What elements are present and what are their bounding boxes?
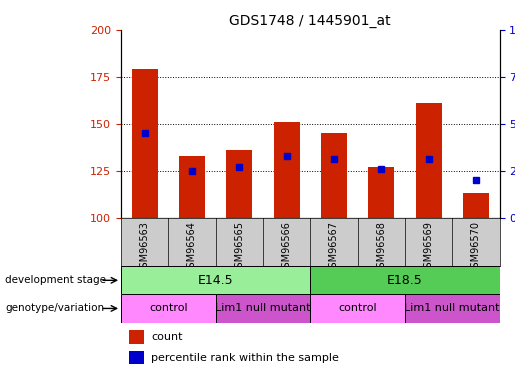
- Bar: [273, 122, 300, 218]
- Bar: [226, 150, 252, 217]
- Text: GSM96565: GSM96565: [234, 221, 244, 274]
- Bar: [179, 156, 205, 218]
- Text: GSM96563: GSM96563: [140, 221, 150, 274]
- Text: control: control: [338, 303, 377, 313]
- Title: GDS1748 / 1445901_at: GDS1748 / 1445901_at: [230, 13, 391, 28]
- Bar: [216, 294, 310, 322]
- Text: E14.5: E14.5: [198, 274, 233, 287]
- Bar: [405, 294, 500, 322]
- Bar: [121, 294, 216, 322]
- Text: development stage: development stage: [5, 275, 106, 285]
- Text: GSM96567: GSM96567: [329, 221, 339, 274]
- Text: percentile rank within the sample: percentile rank within the sample: [151, 352, 339, 363]
- Bar: [310, 294, 405, 322]
- Text: GSM96569: GSM96569: [423, 221, 434, 274]
- Text: GSM96566: GSM96566: [282, 221, 291, 274]
- Text: Lim1 null mutant: Lim1 null mutant: [404, 303, 500, 313]
- Text: count: count: [151, 332, 183, 342]
- Bar: [132, 69, 158, 218]
- Text: GSM96564: GSM96564: [187, 221, 197, 274]
- Text: GSM96568: GSM96568: [376, 221, 386, 274]
- Text: GSM96570: GSM96570: [471, 221, 481, 274]
- Bar: [321, 133, 347, 218]
- Bar: [463, 193, 489, 217]
- Text: Lim1 null mutant: Lim1 null mutant: [215, 303, 311, 313]
- Bar: [310, 266, 500, 294]
- Bar: [368, 167, 394, 218]
- Bar: [416, 103, 441, 218]
- Bar: [121, 266, 310, 294]
- Bar: [129, 330, 144, 344]
- Text: E18.5: E18.5: [387, 274, 423, 287]
- Text: control: control: [149, 303, 187, 313]
- Bar: [129, 351, 144, 364]
- Text: genotype/variation: genotype/variation: [5, 303, 104, 313]
